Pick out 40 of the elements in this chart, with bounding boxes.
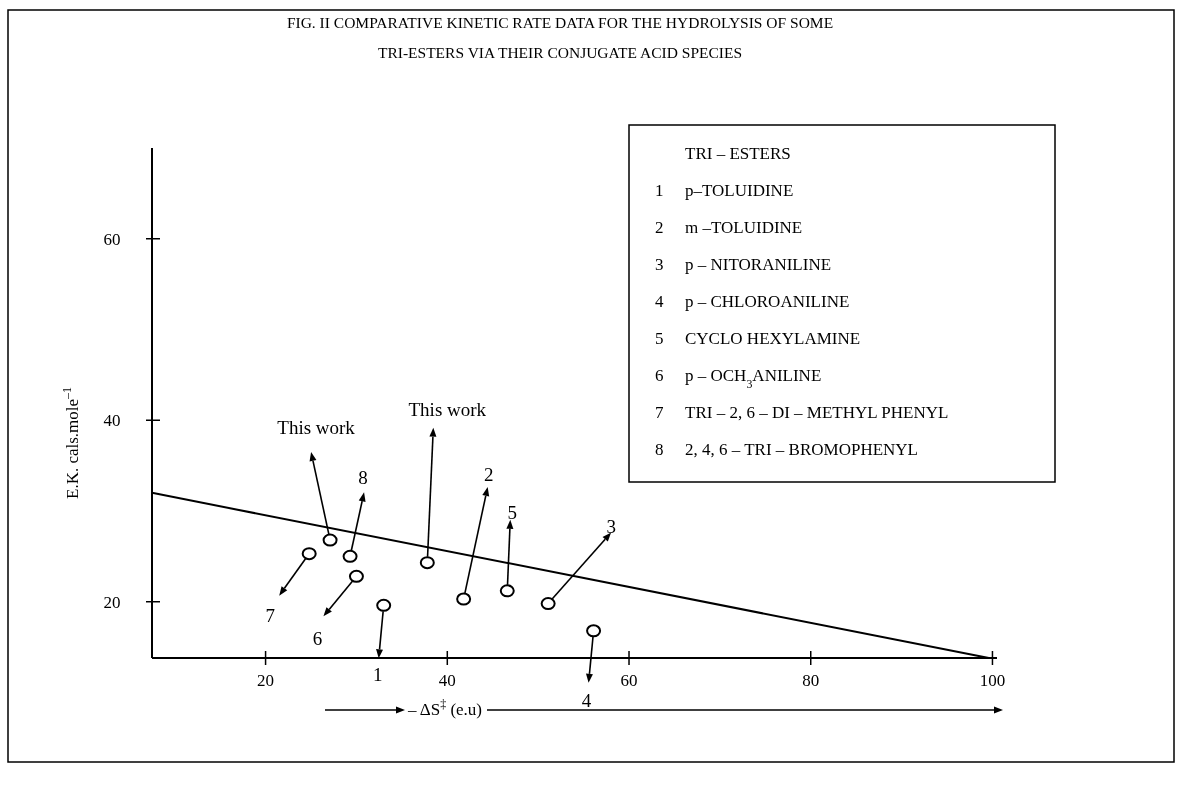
x-tick-label: 20 bbox=[257, 671, 275, 690]
point bbox=[419, 556, 435, 570]
annotation: 5 bbox=[507, 501, 518, 523]
text: 4 p – CHLOROANILINE bbox=[655, 292, 850, 311]
annotation: 3 bbox=[606, 515, 616, 537]
y-tick-label: 20 bbox=[103, 592, 121, 612]
point bbox=[376, 598, 392, 612]
text: 2 m –TOLUIDINE bbox=[655, 218, 803, 237]
point bbox=[456, 592, 472, 606]
annotation: TRI – ESTERS bbox=[685, 144, 791, 163]
text: 3 p – NITORANILINE bbox=[655, 255, 832, 274]
text: 7 TRI – 2, 6 – DI – METHYL PHENYL bbox=[655, 403, 949, 422]
annotation: This work bbox=[408, 398, 487, 420]
x-tick-label: 60 bbox=[620, 671, 638, 690]
x-tick-label: 40 bbox=[438, 671, 456, 690]
point bbox=[342, 549, 358, 563]
point bbox=[586, 624, 602, 638]
annotation: This work bbox=[277, 417, 356, 439]
x-tick-label: 80 bbox=[802, 671, 820, 690]
annotation: 4 bbox=[581, 689, 592, 711]
point bbox=[301, 547, 317, 561]
x-tick-label: 100 bbox=[979, 671, 1006, 690]
chart-title: FIG. II COMPARATIVE KINETIC RATE DATA FOR THE HYDROLYSIS OF SOME bbox=[286, 14, 834, 31]
annotation: 6 bbox=[312, 628, 323, 650]
annotation: 2 bbox=[483, 464, 494, 486]
annotation: 1 bbox=[372, 664, 383, 686]
chart-subtitle: TRI-ESTERS VIA THEIR CONJUGATE ACID SPECIES bbox=[377, 44, 743, 61]
text: 1 p–TOLUIDINE bbox=[655, 181, 794, 200]
y-tick-label: 60 bbox=[103, 229, 121, 249]
annotation: 8 bbox=[358, 467, 368, 489]
point bbox=[348, 569, 364, 583]
point bbox=[540, 597, 556, 611]
text: 5 CYCLO HEXYLAMINE bbox=[655, 329, 861, 348]
point bbox=[499, 584, 515, 598]
point bbox=[322, 533, 338, 547]
annotation: 7 bbox=[265, 604, 275, 626]
text: 8 2, 4, 6 – TRI – BROMOPHENYL bbox=[655, 440, 918, 459]
y-tick-label: 40 bbox=[103, 411, 121, 431]
x-axis-title: – ΔS$^{‡}$ (e.u) bbox=[406, 697, 483, 719]
text: 6 p – OCH$_{3}$ANILINE bbox=[655, 366, 822, 391]
